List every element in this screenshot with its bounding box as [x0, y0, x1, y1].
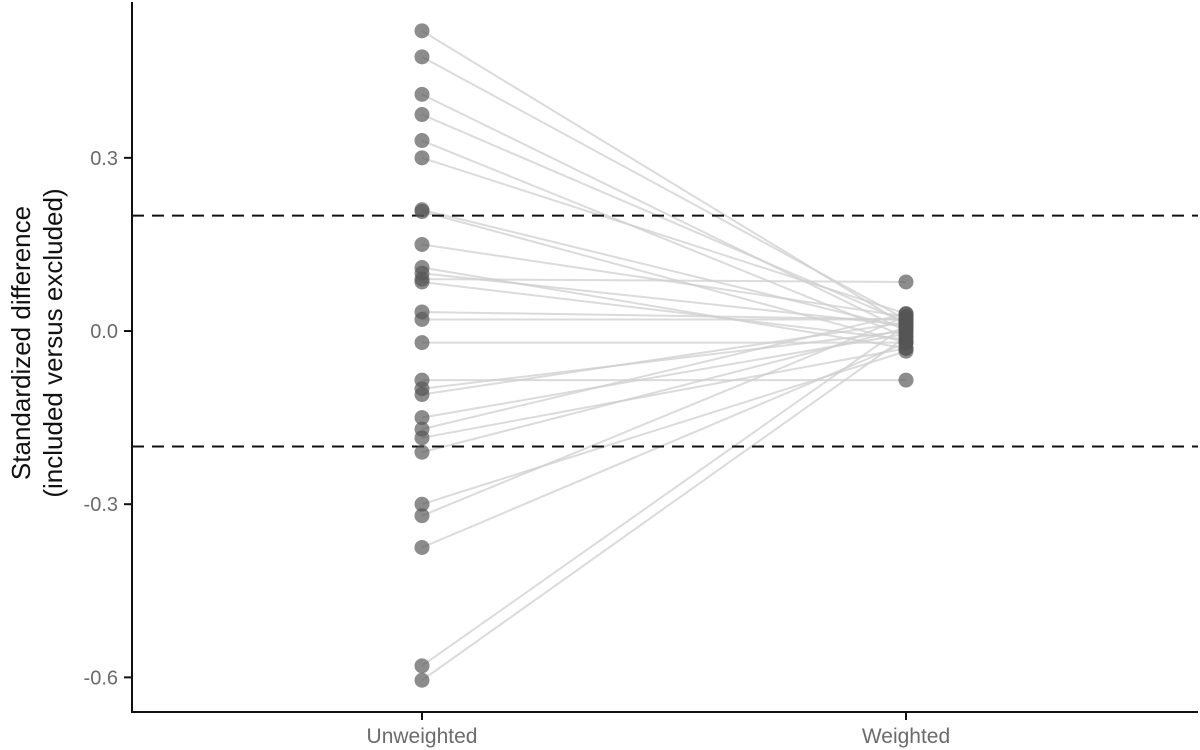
connector-line: [421, 321, 907, 396]
unweighted-point: [414, 496, 430, 512]
connector-line: [421, 310, 907, 321]
connector-line: [421, 93, 907, 332]
unweighted-point: [414, 672, 430, 688]
weighted-point: [898, 372, 914, 388]
unweighted-point: [414, 658, 430, 674]
y-ticks: 0.3 0.0 -0.3 -0.6: [84, 148, 132, 689]
connector-line: [421, 210, 907, 344]
unweighted-point: [414, 539, 430, 555]
y-axis-title-line-2: (included versus excluded): [38, 188, 68, 497]
connector-line: [421, 315, 907, 517]
connector-line: [421, 280, 907, 341]
unweighted-point: [414, 274, 430, 290]
connector-line: [421, 341, 907, 549]
unweighted-point: [414, 86, 430, 102]
connector-line: [421, 156, 907, 315]
unweighted-point: [414, 236, 430, 252]
weighted-point: [898, 317, 914, 333]
unweighted-point: [414, 387, 430, 403]
unweighted-point: [414, 335, 430, 351]
unweighted-point: [414, 133, 430, 149]
weighted-point: [898, 329, 914, 345]
unweighted-point: [414, 150, 430, 166]
unweighted-point: [414, 311, 430, 327]
connector-line: [421, 208, 907, 330]
unweighted-point: [414, 410, 430, 426]
connector-line: [421, 330, 907, 390]
x-tick-label: Weighted: [862, 725, 950, 748]
x-ticks: Unweighted Weighted: [367, 712, 950, 748]
y-tick-label: 0.0: [90, 321, 118, 343]
y-tick-label: -0.6: [84, 667, 118, 689]
connector-line: [421, 312, 907, 431]
unweighted-point: [414, 49, 430, 65]
connector-line: [421, 272, 907, 327]
data-points: [414, 23, 914, 688]
unweighted-point: [414, 444, 430, 460]
unweighted-point: [414, 107, 430, 123]
y-tick-label: -0.3: [84, 494, 118, 516]
connector-line: [421, 347, 907, 439]
connector-line: [421, 335, 907, 682]
y-tick-label: 0.3: [90, 148, 118, 170]
unweighted-point: [414, 508, 430, 524]
connector-line: [421, 278, 907, 283]
y-axis-title-line-1: Standardized difference: [6, 206, 36, 480]
weighted-point: [898, 274, 914, 290]
connector-line: [421, 324, 907, 667]
connector-line: [421, 55, 907, 321]
unweighted-point: [414, 23, 430, 39]
unweighted-point: [414, 430, 430, 446]
axes: [131, 2, 1198, 713]
reference-lines: [132, 214, 1198, 448]
unweighted-point: [414, 204, 430, 220]
x-tick-label: Unweighted: [367, 725, 478, 748]
connector-lines: [421, 30, 907, 682]
